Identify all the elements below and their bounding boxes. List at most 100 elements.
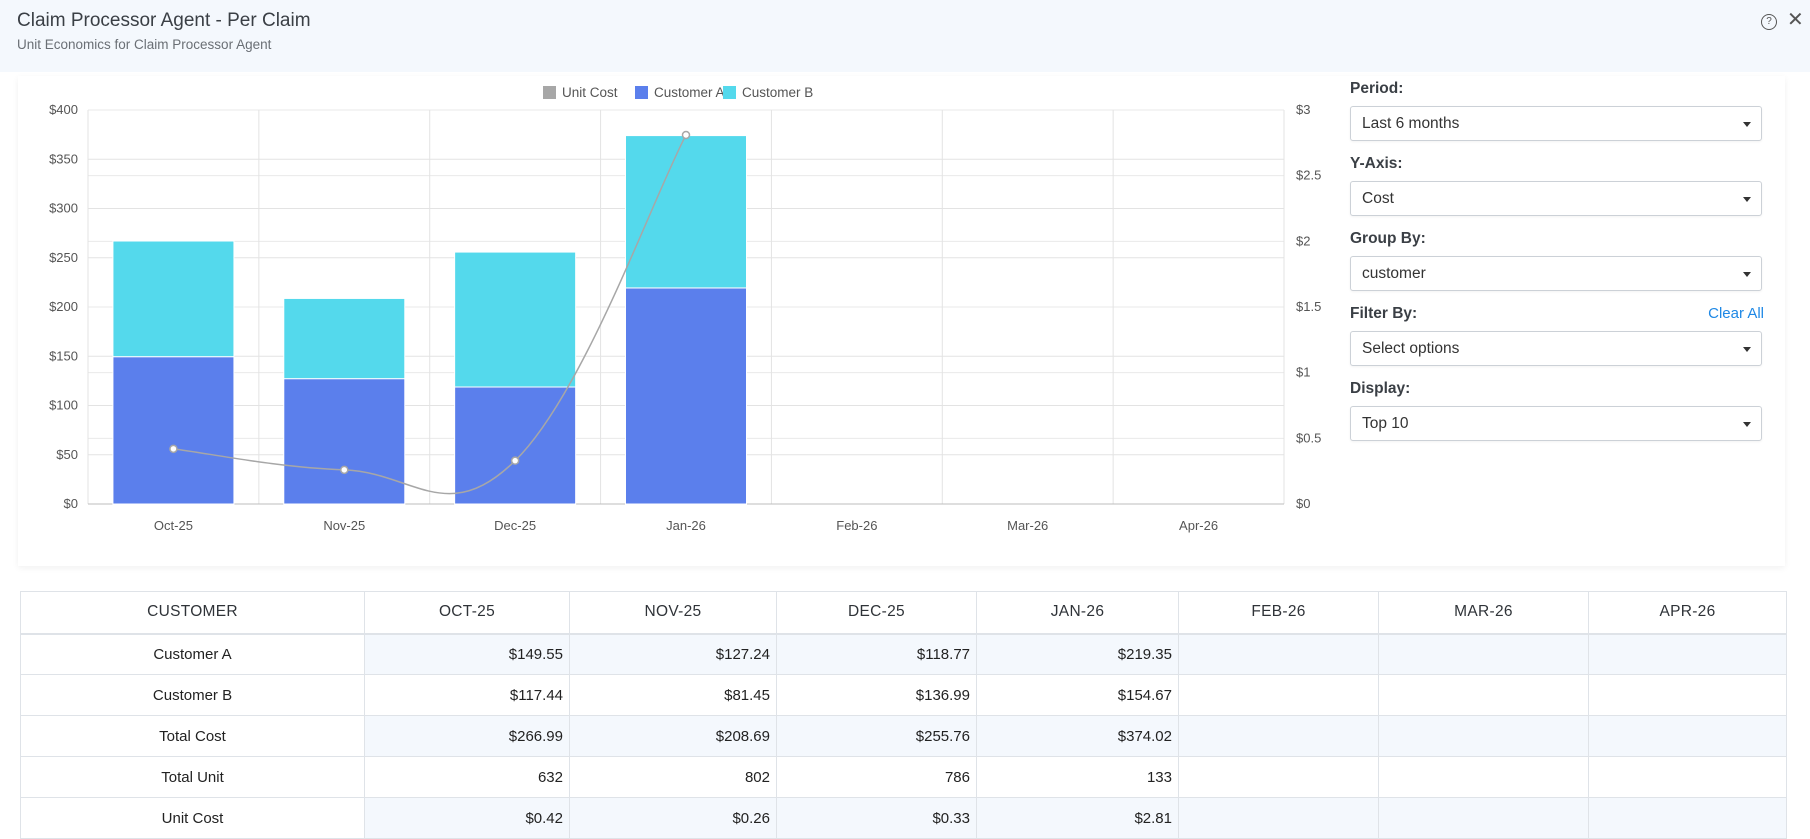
column-header[interactable]: OCT-25 xyxy=(364,591,570,635)
clear-all-link[interactable]: Clear All xyxy=(1708,305,1764,322)
bar-customer-b xyxy=(625,135,747,289)
table-cell: 802 xyxy=(569,756,777,798)
table-cell: $255.76 xyxy=(776,715,977,757)
column-header[interactable]: CUSTOMER xyxy=(20,591,365,635)
display-value: Top 10 xyxy=(1362,415,1409,432)
bar-customer-a xyxy=(112,356,235,505)
y-tick-label: $0 xyxy=(64,496,78,511)
x-tick-label: Apr-26 xyxy=(1179,518,1218,533)
yaxis-select[interactable]: Cost xyxy=(1350,181,1762,216)
cost-chart: $0 $50 $100 $150 $200 $250 $300 $350 $400 $0 $0.5 $… xyxy=(49,85,1321,533)
column-header[interactable]: FEB-26 xyxy=(1178,591,1379,635)
table-cell: $0.42 xyxy=(364,797,570,839)
column-header[interactable]: APR-26 xyxy=(1588,591,1787,635)
period-select[interactable]: Last 6 months xyxy=(1350,106,1762,141)
close-icon[interactable]: ✕ xyxy=(1787,9,1804,31)
legend-swatch xyxy=(635,86,648,99)
legend-swatch xyxy=(543,86,556,99)
bar-customer-a xyxy=(283,378,406,505)
y2-tick-label: $3 xyxy=(1296,102,1310,117)
column-header[interactable]: MAR-26 xyxy=(1378,591,1589,635)
table-cell xyxy=(1178,756,1379,798)
y-tick-label: $200 xyxy=(49,299,78,314)
y-tick-label: $300 xyxy=(49,201,78,216)
x-tick-label: Feb-26 xyxy=(836,518,877,533)
table-row: Customer B $117.44 $81.45 $136.99 $154.6… xyxy=(20,674,1787,716)
table-cell xyxy=(1178,715,1379,757)
chart-controls: Period: Last 6 months Y-Axis: Cost Group… xyxy=(1350,80,1764,455)
table-cell xyxy=(1378,674,1589,716)
table-cell xyxy=(1178,674,1379,716)
yaxis-value: Cost xyxy=(1362,190,1394,207)
column-header[interactable]: DEC-25 xyxy=(776,591,977,635)
data-table-container: CUSTOMER OCT-25 NOV-25 DEC-25 JAN-26 FEB… xyxy=(20,591,1787,839)
legend-label: Unit Cost xyxy=(562,85,618,100)
table-cell xyxy=(1178,633,1379,675)
chevron-down-icon xyxy=(1743,197,1751,202)
chevron-down-icon xyxy=(1743,347,1751,352)
table-cell xyxy=(1588,715,1787,757)
data-table: CUSTOMER OCT-25 NOV-25 DEC-25 JAN-26 FEB… xyxy=(20,591,1787,839)
filterby-value: Select options xyxy=(1362,340,1460,357)
period-label: Period: xyxy=(1350,80,1404,97)
y-tick-label: $250 xyxy=(49,250,78,265)
display-label: Display: xyxy=(1350,380,1411,397)
table-cell xyxy=(1378,633,1589,675)
y2-tick-label: $0 xyxy=(1296,496,1310,511)
table-cell: $0.33 xyxy=(776,797,977,839)
table-cell xyxy=(1378,797,1589,839)
row-label: Customer A xyxy=(20,633,365,675)
groupby-select[interactable]: customer xyxy=(1350,256,1762,291)
table-cell: 632 xyxy=(364,756,570,798)
row-label: Customer B xyxy=(20,674,365,716)
groupby-value: customer xyxy=(1362,265,1426,282)
table-cell xyxy=(1588,633,1787,675)
unit-cost-point xyxy=(169,444,178,454)
y-tick-label: $150 xyxy=(49,348,78,363)
table-row: Customer A $149.55 $127.24 $118.77 $219.… xyxy=(20,633,1787,675)
page-subtitle: Unit Economics for Claim Processor Agent xyxy=(17,37,272,52)
x-tick-label: Nov-25 xyxy=(323,518,365,533)
column-header[interactable]: JAN-26 xyxy=(976,591,1179,635)
table-row: Total Cost $266.99 $208.69 $255.76 $374.… xyxy=(20,715,1787,757)
filterby-label: Filter By: xyxy=(1350,305,1418,322)
legend-swatch xyxy=(723,86,736,99)
table-cell: $81.45 xyxy=(569,674,777,716)
y2-tick-label: $0.5 xyxy=(1296,430,1321,445)
y2-tick-label: $2 xyxy=(1296,233,1310,248)
y2-tick-label: $1 xyxy=(1296,365,1310,380)
chevron-down-icon xyxy=(1743,272,1751,277)
chart-card: $0 $50 $100 $150 $200 $250 $300 $350 $400 $0 $0.5 $… xyxy=(18,76,1785,566)
help-icon[interactable]: ? xyxy=(1761,14,1777,30)
legend-label: Customer B xyxy=(742,85,813,100)
table-cell xyxy=(1588,674,1787,716)
table-cell xyxy=(1588,797,1787,839)
legend-label: Customer A xyxy=(654,85,725,100)
chevron-down-icon xyxy=(1743,122,1751,127)
table-cell: $118.77 xyxy=(776,633,977,675)
table-cell: 786 xyxy=(776,756,977,798)
table-cell xyxy=(1588,756,1787,798)
table-cell: $374.02 xyxy=(976,715,1179,757)
unit-cost-line xyxy=(173,134,687,495)
bar-customer-b xyxy=(283,297,406,380)
table-cell: $117.44 xyxy=(364,674,570,716)
unit-cost-point xyxy=(681,130,691,140)
y2-tick-label: $1.5 xyxy=(1296,299,1321,314)
row-label: Total Unit xyxy=(20,756,365,798)
filterby-select[interactable]: Select options xyxy=(1350,331,1762,366)
x-tick-label: Mar-26 xyxy=(1007,518,1048,533)
bar-customer-b xyxy=(454,251,577,388)
table-cell: $149.55 xyxy=(364,633,570,675)
page-title: Claim Processor Agent - Per Claim xyxy=(17,10,311,31)
table-header-row: CUSTOMER OCT-25 NOV-25 DEC-25 JAN-26 FEB… xyxy=(20,591,1787,635)
display-select[interactable]: Top 10 xyxy=(1350,406,1762,441)
table-cell xyxy=(1378,756,1589,798)
bar-customer-a xyxy=(625,287,747,505)
x-tick-label: Dec-25 xyxy=(494,518,536,533)
table-cell: $2.81 xyxy=(976,797,1179,839)
column-header[interactable]: NOV-25 xyxy=(569,591,777,635)
chevron-down-icon xyxy=(1743,422,1751,427)
modal-header: Claim Processor Agent - Per Claim Unit E… xyxy=(0,0,1810,72)
table-cell: $208.69 xyxy=(569,715,777,757)
